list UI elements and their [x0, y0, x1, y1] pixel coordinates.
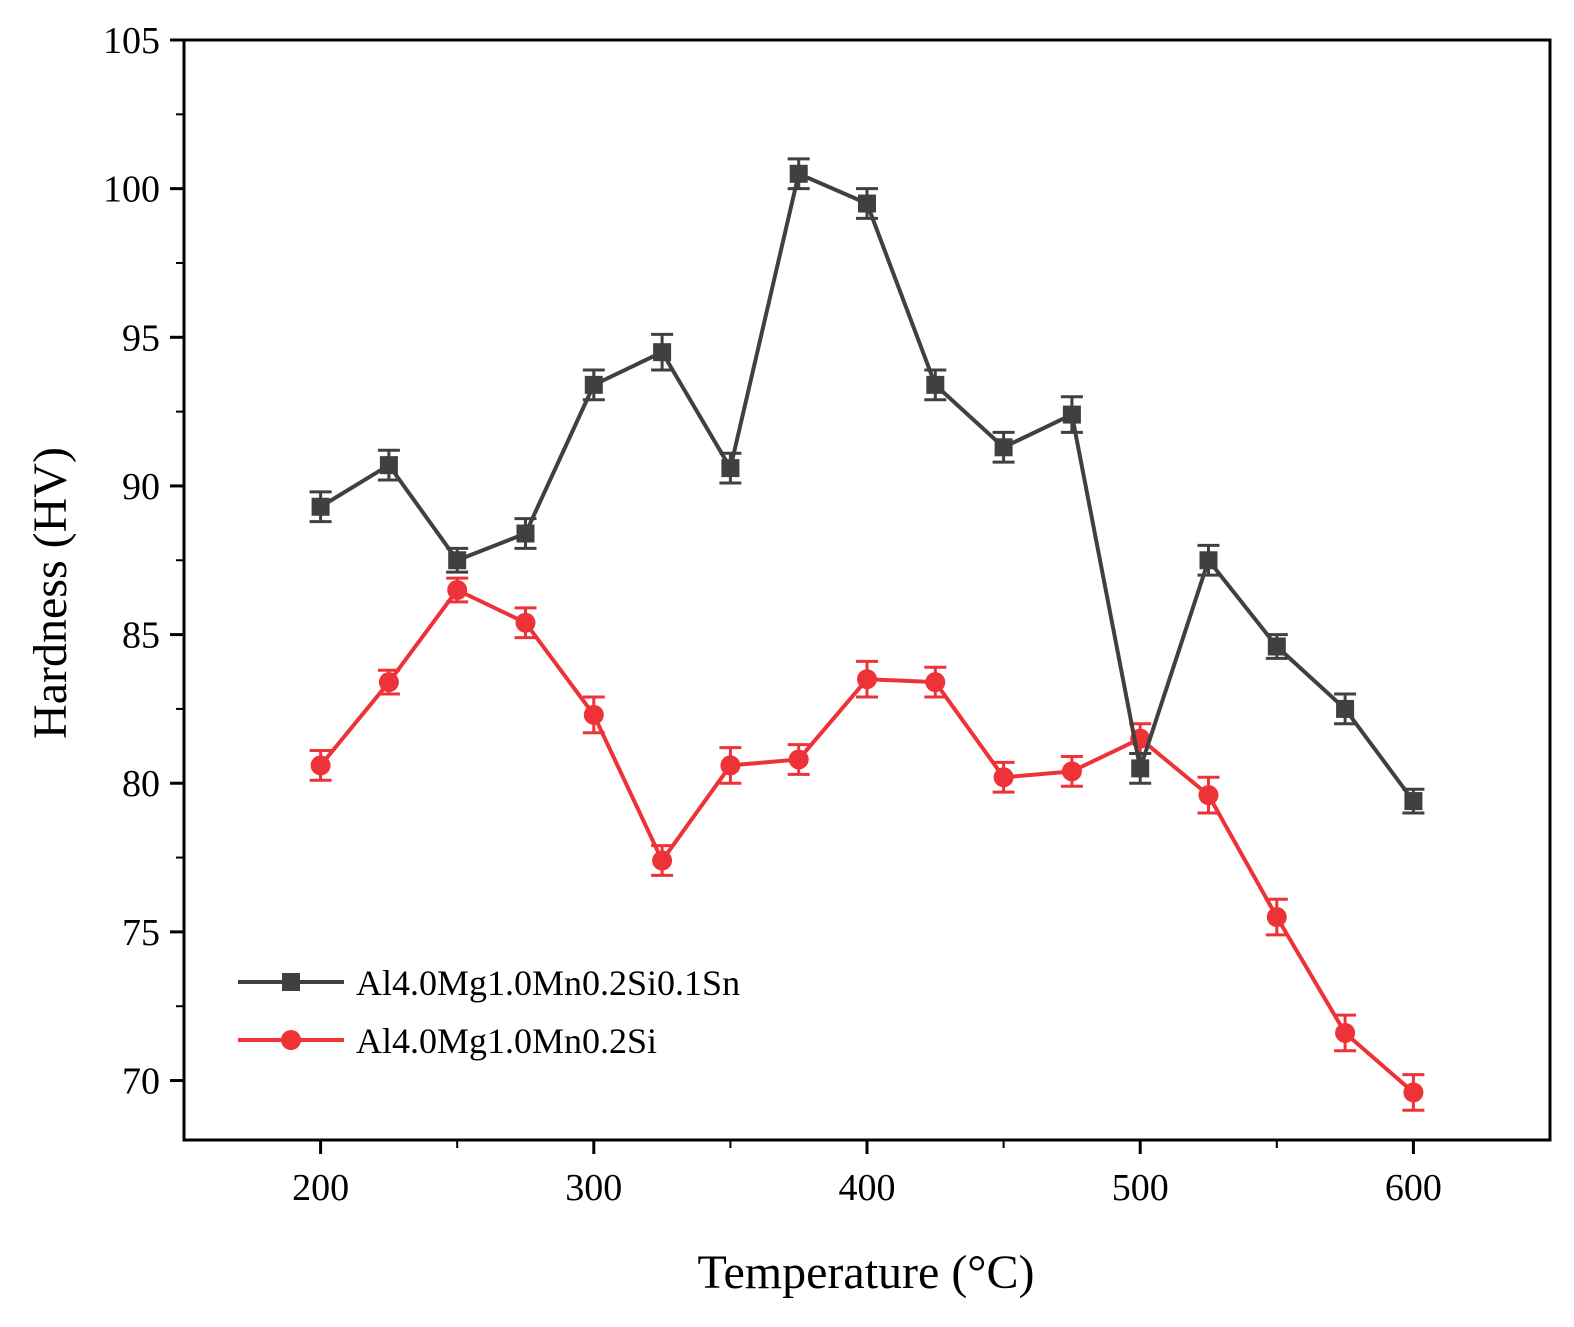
x-axis-title: Temperature (°C) — [697, 1246, 1034, 1299]
data-point — [1336, 699, 1355, 718]
data-point — [926, 375, 945, 394]
data-point — [379, 456, 398, 475]
series-sn-alloy — [309, 157, 1425, 815]
data-point — [516, 524, 535, 543]
data-point — [857, 669, 877, 690]
data-point — [993, 767, 1014, 788]
y-axis-title: Hardness (HV) — [24, 447, 77, 739]
y-tick-label: 105 — [103, 20, 160, 62]
data-point — [311, 497, 330, 516]
y-tick-label: 90 — [122, 466, 160, 508]
data-point — [789, 164, 808, 183]
data-point — [447, 580, 468, 600]
data-point — [653, 343, 672, 362]
axes: 200 300 400 500 600 70 75 80 85 90 95 100 105 — [103, 20, 1552, 1209]
x-tick-label: 500 — [1112, 1167, 1169, 1209]
legend-marker — [282, 973, 300, 991]
y-tick-label: 75 — [122, 912, 160, 954]
series-layer — [309, 157, 1425, 1112]
x-tick-label: 600 — [1385, 1167, 1442, 1209]
legend: Al4.0Mg1.0Mn0.2Si0.1Sn Al4.0Mg1.0Mn0.2Si — [238, 963, 740, 1061]
legend-label: Al4.0Mg1.0Mn0.2Si — [356, 1021, 657, 1061]
data-point — [1335, 1022, 1356, 1043]
data-point — [788, 749, 809, 770]
data-point — [1198, 785, 1219, 806]
y-tick-label: 95 — [122, 317, 160, 359]
data-point — [1131, 759, 1150, 778]
series-base-alloy — [309, 576, 1425, 1112]
data-point — [1062, 405, 1081, 424]
data-point — [1267, 637, 1286, 656]
data-point — [925, 672, 946, 693]
data-point — [1061, 761, 1082, 782]
y-tick-label: 85 — [122, 615, 160, 657]
data-point — [721, 459, 740, 478]
data-point — [515, 612, 536, 633]
legend-label: Al4.0Mg1.0Mn0.2Si0.1Sn — [356, 963, 740, 1003]
data-point — [1403, 1082, 1424, 1103]
data-point — [720, 755, 741, 776]
data-point — [310, 755, 331, 776]
x-tick-label: 400 — [839, 1167, 896, 1209]
data-point — [1266, 907, 1287, 928]
y-tick-label: 70 — [122, 1061, 160, 1103]
data-point — [1199, 551, 1218, 570]
data-point — [584, 375, 603, 394]
data-point — [378, 672, 399, 693]
data-point — [652, 850, 673, 871]
data-point — [448, 551, 467, 570]
x-tick-label: 200 — [292, 1167, 349, 1209]
y-tick-label: 100 — [103, 169, 160, 211]
y-tick-label: 80 — [122, 763, 160, 805]
data-point — [994, 438, 1013, 457]
x-tick-label: 300 — [565, 1167, 622, 1209]
legend-marker — [281, 1030, 301, 1050]
data-point — [1404, 792, 1423, 811]
data-point — [858, 194, 876, 213]
data-point — [583, 704, 604, 725]
